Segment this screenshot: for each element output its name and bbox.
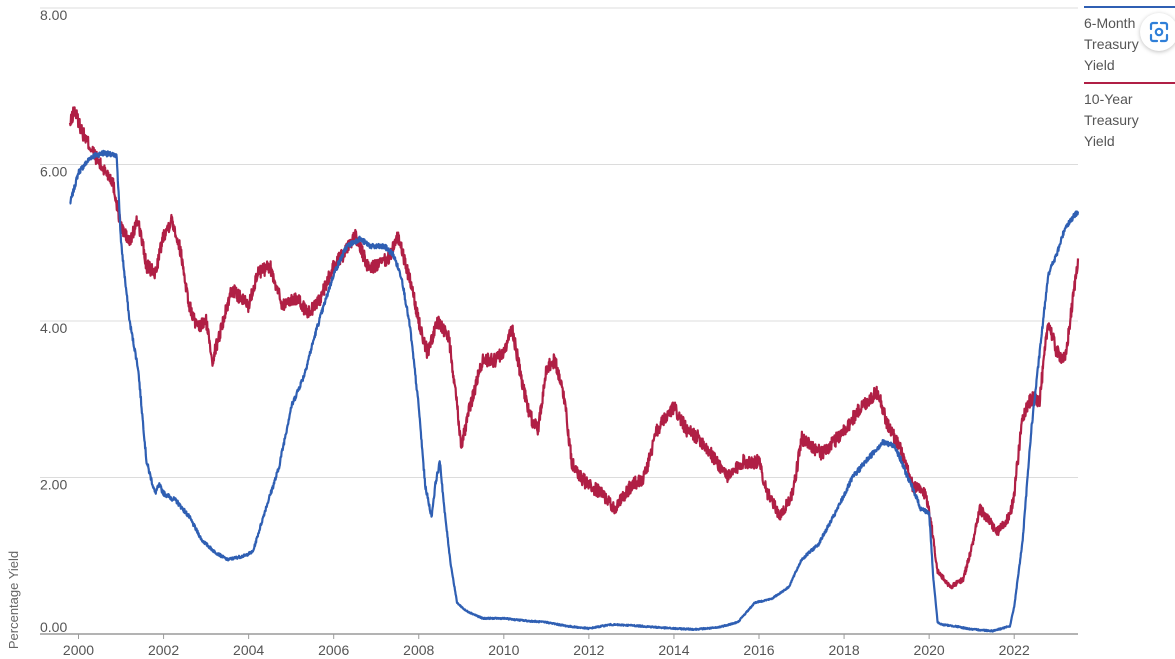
y-tick-label: 4.00 bbox=[40, 320, 67, 336]
x-tick-label: 2006 bbox=[318, 642, 349, 658]
x-tick-label: 2012 bbox=[573, 642, 604, 658]
y-axis-label: Percentage Yield bbox=[6, 551, 21, 649]
y-tick-label: 8.00 bbox=[40, 7, 67, 23]
x-tick-label: 2010 bbox=[488, 642, 519, 658]
y-tick-label: 6.00 bbox=[40, 164, 67, 180]
legend-label-10-year: 10-Year Treasury Yield bbox=[1084, 91, 1139, 149]
x-tick-label: 2018 bbox=[828, 642, 859, 658]
x-tick-label: 2020 bbox=[914, 642, 945, 658]
x-tick-label: 2016 bbox=[743, 642, 774, 658]
visual-search-button[interactable] bbox=[1140, 13, 1175, 51]
x-tick-label: 2002 bbox=[148, 642, 179, 658]
legend: 6-Month Treasury Yield 10-Year Treasury … bbox=[1084, 6, 1175, 158]
legend-item-6-month[interactable]: 6-Month Treasury Yield bbox=[1084, 6, 1175, 76]
legend-label-6-month: 6-Month Treasury Yield bbox=[1084, 15, 1139, 73]
x-axis-ticks: 2000 2002 2004 2006 2008 2010 2012 2014 2016 2018… bbox=[63, 634, 1030, 658]
y-axis-ticks: 0.00 2.00 4.00 6.00 8.00 bbox=[40, 7, 67, 635]
y-tick-label: 0.00 bbox=[40, 619, 67, 635]
gridlines bbox=[40, 7, 1078, 635]
x-tick-label: 2014 bbox=[658, 642, 689, 658]
series-line-10-year bbox=[68, 106, 1080, 590]
series-lines bbox=[68, 106, 1080, 633]
x-tick-label: 2008 bbox=[403, 642, 434, 658]
y-tick-label: 2.00 bbox=[40, 477, 67, 493]
legend-item-10-year[interactable]: 10-Year Treasury Yield bbox=[1084, 82, 1175, 152]
x-tick-label: 2000 bbox=[63, 642, 94, 658]
x-tick-label: 2004 bbox=[233, 642, 264, 658]
scan-lens-icon bbox=[1149, 21, 1169, 43]
series-line-6-month bbox=[69, 149, 1080, 633]
x-tick-label: 2022 bbox=[999, 642, 1030, 658]
